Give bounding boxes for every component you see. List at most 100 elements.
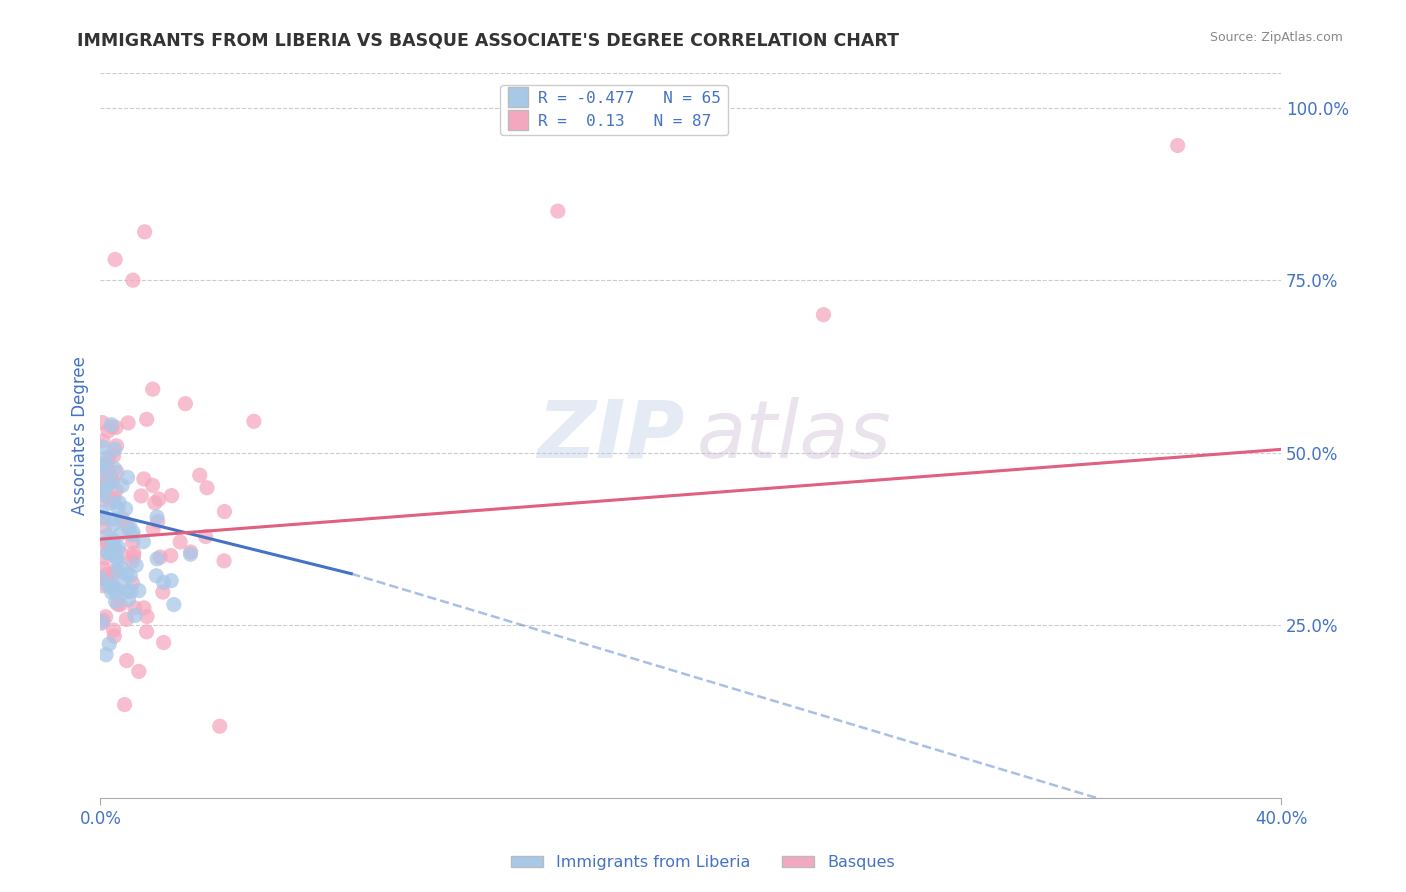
Point [107,541,129,555]
Point [91,505,114,519]
Point [105,582,128,597]
Point [105,550,128,565]
Point [90,488,112,502]
Point [96,529,118,543]
Point [132,472,155,486]
Point [91,440,114,454]
Point [103,567,125,582]
Point [122,546,145,560]
Point [107,564,129,578]
Point [120,568,142,582]
Point [101,533,124,547]
Point [110,598,132,612]
Point [142,478,165,492]
Point [97,424,120,438]
Point [104,540,127,554]
Point [100,585,122,599]
Point [142,382,165,396]
Point [148,492,170,507]
Point [117,470,139,484]
Point [124,600,146,615]
Point [103,564,125,578]
Point [120,584,142,599]
Point [163,598,186,612]
Point [96,472,118,486]
Point [122,525,145,540]
Point [97,477,120,491]
Point [97,450,120,465]
Point [100,417,122,432]
Point [100,475,122,490]
Point [105,584,128,599]
Point [103,546,125,560]
Point [94,648,117,662]
Point [208,719,231,733]
Point [121,535,143,549]
Point [91,579,114,593]
Point [813,308,835,322]
Point [105,439,128,453]
Point [94,483,117,497]
Point [107,597,129,611]
Point [547,204,569,219]
Point [93,562,115,576]
Point [104,252,127,267]
Point [117,592,139,607]
Point [100,496,122,510]
Point [121,576,143,591]
Point [146,510,169,524]
Point [117,522,139,536]
Point [110,546,132,560]
Point [115,516,138,531]
Legend: Immigrants from Liberia, Basques: Immigrants from Liberia, Basques [505,849,901,877]
Point [96,457,118,471]
Point [179,547,201,561]
Legend: R = -0.477   N = 65, R =  0.13   N = 87: R = -0.477 N = 65, R = 0.13 N = 87 [501,85,728,136]
Point [104,462,127,476]
Point [114,698,136,712]
Point [104,420,127,434]
Point [112,575,135,590]
Point [146,515,169,529]
Point [91,434,114,448]
Point [103,541,125,555]
Point [107,553,129,567]
Point [103,629,125,643]
Point [117,416,139,430]
Point [1167,138,1189,153]
Point [115,567,138,582]
Y-axis label: Associate's Degree: Associate's Degree [72,356,89,515]
Point [101,582,124,596]
Point [160,489,183,503]
Point [90,458,112,472]
Point [93,510,115,524]
Point [94,450,117,465]
Point [111,478,134,492]
Text: ZIP: ZIP [537,397,685,475]
Point [114,501,136,516]
Point [105,465,128,479]
Point [188,468,211,483]
Point [103,491,125,506]
Point [100,472,122,486]
Point [214,504,236,518]
Point [90,616,112,631]
Point [108,495,131,509]
Point [91,475,114,490]
Point [104,512,127,526]
Point [132,534,155,549]
Point [143,496,166,510]
Point [89,571,111,585]
Point [152,575,174,590]
Point [128,583,150,598]
Point [91,614,114,628]
Point [101,420,124,434]
Point [132,600,155,615]
Point [118,518,141,533]
Point [91,416,114,430]
Point [100,577,122,591]
Point [94,520,117,534]
Point [107,501,129,516]
Point [97,537,120,551]
Point [103,449,125,463]
